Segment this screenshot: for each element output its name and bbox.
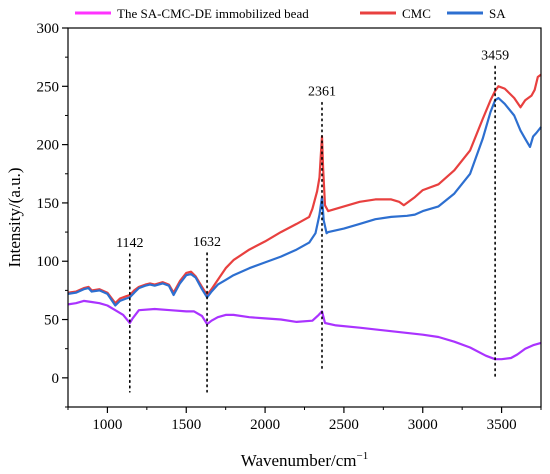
y-tick-label: 50 (44, 313, 59, 329)
peak-label: 2361 (308, 85, 336, 100)
legend-label: SA (489, 6, 506, 21)
sa-series-line (67, 96, 542, 307)
y-tick-label: 100 (37, 254, 60, 270)
legend-label: The SA-CMC-DE immobilized bead (117, 6, 309, 21)
peak-label: 1632 (193, 235, 221, 250)
y-tick-label: 200 (37, 138, 60, 154)
x-axis-label-main: Wavenumber/cm (241, 451, 357, 470)
x-axis-label: Wavenumber/cm−1 (241, 450, 368, 470)
legend-item-bead: The SA-CMC-DE immobilized bead (75, 6, 309, 21)
x-tick-label: 2500 (329, 417, 359, 433)
legend-label: CMC (402, 6, 431, 21)
y-tick-label: 150 (37, 196, 60, 212)
x-tick-label: 1000 (92, 417, 122, 433)
bead-series-line (67, 299, 542, 361)
plot-frame (67, 27, 542, 408)
y-tick-label: 300 (37, 21, 60, 37)
peak-label: 3459 (481, 48, 509, 63)
legend: The SA-CMC-DE immobilized bead CMC SA (75, 6, 506, 21)
peak-label: 1142 (116, 236, 143, 251)
x-tick-label: 3500 (487, 417, 517, 433)
legend-item-sa: SA (447, 6, 506, 21)
x-tick-label: 3000 (408, 417, 438, 433)
axes-layer: 1000 1500 2000 2500 3000 3500 0 50 100 150 200 250 3… (37, 21, 542, 433)
series-layer (67, 73, 542, 361)
x-axis-label-sup: −1 (356, 450, 368, 462)
y-tick-label: 0 (52, 371, 60, 387)
cmc-series-line (67, 73, 542, 305)
y-tick-label: 250 (37, 79, 60, 95)
legend-item-cmc: CMC (360, 6, 431, 21)
annotation-layer: 1142 1632 2361 3459 (116, 48, 509, 393)
x-tick-label: 2000 (250, 417, 280, 433)
x-tick-label: 1500 (171, 417, 201, 433)
y-axis-label: Intensity/(a.u.) (5, 167, 24, 267)
